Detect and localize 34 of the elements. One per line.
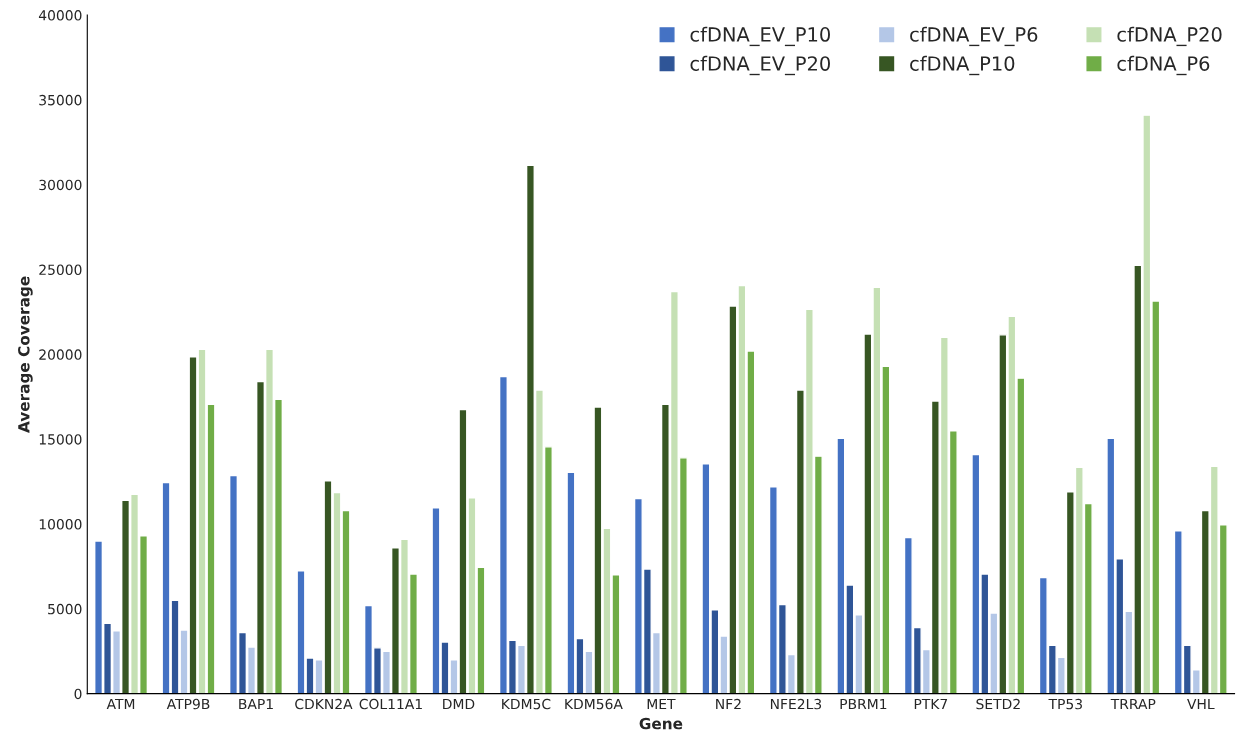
y-tick-label: 30000 [39, 179, 82, 191]
legend-label: cfDNA_P6 [1117, 55, 1210, 76]
y-tick-label: 25000 [39, 264, 82, 276]
x-tick-label: ATM [106, 698, 135, 710]
x-tick-label: DMD [443, 698, 475, 710]
legend-label: cfDNA_P20 [1117, 26, 1222, 47]
x-tick-label: MET [647, 698, 676, 710]
x-tick-label: BAP1 [239, 698, 273, 710]
x-tick-label: TP53 [1048, 698, 1082, 710]
x-tick-label: VHL [1187, 698, 1215, 710]
y-tick-label: 20000 [39, 349, 82, 360]
y-tick-label: 5000 [48, 603, 82, 615]
y-tick-label: 15000 [39, 434, 82, 445]
y-tick-label: 35000 [39, 94, 82, 106]
x-tick-label: KDM56A [565, 698, 623, 710]
x-tick-label: PTK7 [914, 698, 948, 710]
x-tick-label: SETD2 [976, 698, 1020, 710]
x-axis-title: Gene [639, 717, 683, 730]
legend-label: cfDNA_EV_P20 [690, 55, 830, 76]
x-tick-label: NF2 [716, 698, 741, 710]
x-tick-label: TRRAP [1110, 698, 1156, 710]
y-tick-label: 10000 [39, 519, 82, 530]
legend-label: cfDNA_EV_P6 [910, 26, 1038, 47]
y-tick-label: 40000 [38, 10, 82, 21]
legend-label: cfDNA_P10 [910, 55, 1015, 76]
x-tick-label: CDKN2A [295, 698, 353, 710]
y-tick-label: 0 [74, 688, 82, 700]
x-tick-label: COL11A1 [359, 698, 422, 710]
legend-label: cfDNA_EV_P10 [690, 26, 830, 47]
x-tick-label: KDM5C [502, 698, 551, 710]
x-tick-label: ATP9B [166, 698, 210, 710]
y-axis-title: Average Coverage [18, 276, 33, 433]
x-tick-label: PBRM1 [840, 698, 887, 710]
x-tick-label: NFE2L3 [770, 698, 822, 710]
